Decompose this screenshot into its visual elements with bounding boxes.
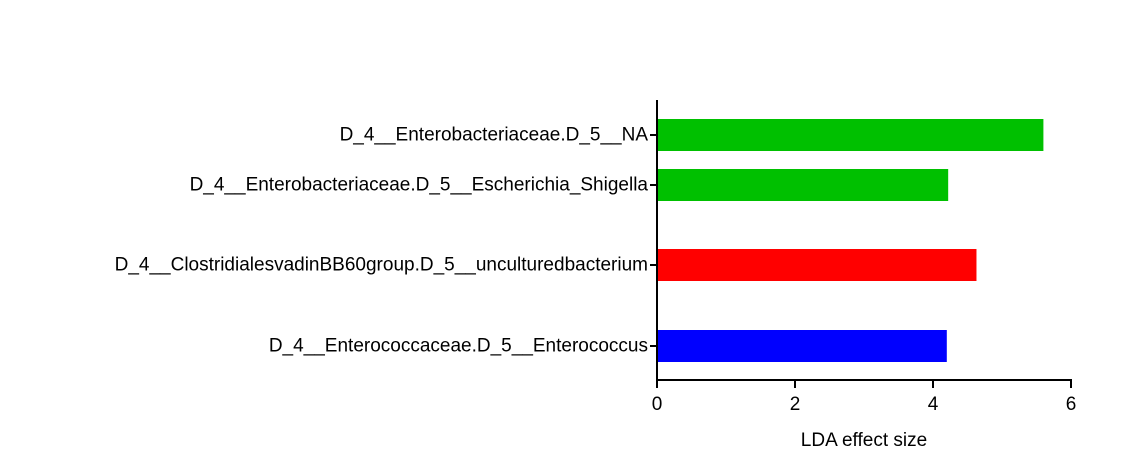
bar (657, 169, 949, 201)
category-label: D_4__Enterococcaceae.D_5__Enterococcus (269, 336, 648, 357)
x-tick-label: 0 (652, 394, 663, 415)
category-labels: D_4__Enterobacteriaceae.D_5__NA D_4__Ente… (115, 125, 649, 357)
x-axis-title: LDA effect size (801, 430, 927, 451)
bar (657, 119, 1044, 151)
x-tick-label: 6 (1066, 394, 1077, 415)
bars-group (657, 119, 1044, 362)
x-axis-ticks: 0 2 4 6 (652, 380, 1077, 415)
category-label: D_4__ClostridialesvadinBB60group.D_5__un… (115, 255, 648, 276)
bar (657, 249, 977, 281)
y-axis-ticks (650, 134, 657, 347)
x-tick-label: 4 (928, 394, 939, 415)
category-label: D_4__Enterobacteriaceae.D_5__NA (340, 125, 649, 146)
category-label: D_4__Enterobacteriaceae.D_5__Escherichia… (190, 175, 649, 196)
bar (657, 330, 947, 362)
x-tick-label: 2 (790, 394, 801, 415)
